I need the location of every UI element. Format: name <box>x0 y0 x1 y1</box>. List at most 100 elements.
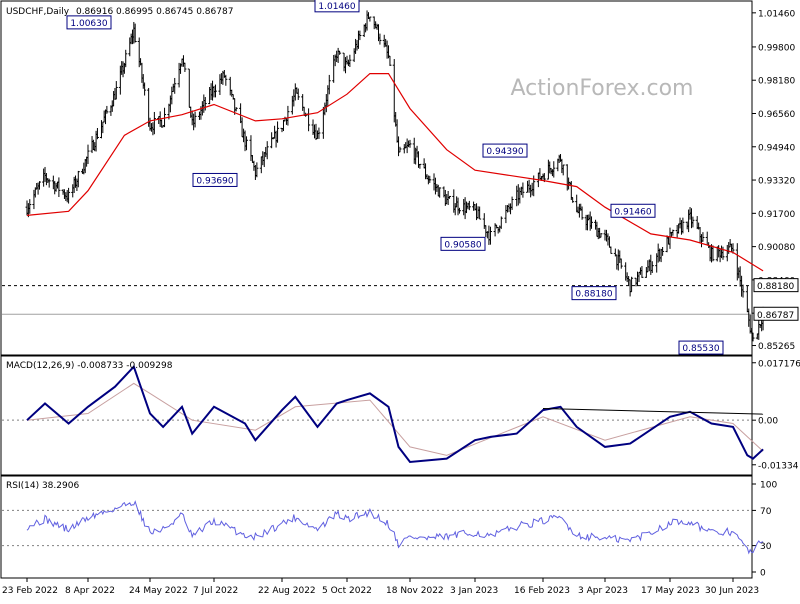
x-tick-label: 3 Apr 2023 <box>578 586 628 596</box>
rsi-tick-label: 0 <box>760 569 766 579</box>
x-tick-label: 5 Oct 2022 <box>322 586 372 596</box>
ohlc-bar <box>580 206 584 220</box>
price-annotation-label: 1.00630 <box>70 19 107 29</box>
ohlc-bar <box>561 164 565 176</box>
ohlc-bar <box>37 181 41 190</box>
ohlc-bar <box>276 121 280 143</box>
watermark-text: ActionForex.com <box>511 76 694 101</box>
price-axis-group: 1.01460 0.99800 0.98180 0.96560 0.94940 0.933… <box>752 9 799 352</box>
rsi-tick-label: 70 <box>760 507 772 517</box>
ohlc-bar <box>488 226 492 245</box>
ohlc-bar <box>681 217 685 234</box>
ohlc-bar <box>224 74 228 86</box>
price-annotation-label: 0.88180 <box>575 290 612 300</box>
price-annotation-box <box>482 143 528 158</box>
ohlc-bar <box>630 276 634 293</box>
ohlc-bar <box>640 266 644 278</box>
macd-tick-label: 0.017176 <box>758 359 800 369</box>
ohlc-bar <box>133 23 137 43</box>
rsi-tick-label: 30 <box>760 542 772 552</box>
x-tick-label: 8 Apr 2022 <box>65 586 115 596</box>
ohlc-bar <box>47 178 51 188</box>
x-tick-label: 16 Feb 2023 <box>514 586 570 596</box>
rsi-group: 100 70 30 0 <box>2 481 777 579</box>
ohlc-bar <box>438 187 442 198</box>
ohlc-bar <box>183 62 187 72</box>
dashed-level-price-label-box <box>753 278 799 293</box>
ohlc-bar <box>521 182 525 198</box>
ohlc-bar <box>105 105 109 114</box>
ohlc-bar <box>457 207 461 214</box>
price-annotation: 0.91460 <box>610 203 656 218</box>
current-price-label: 0.86787 <box>753 306 799 321</box>
rsi-tick-label: 100 <box>760 481 777 491</box>
candles-group <box>25 10 765 342</box>
ohlc-bar <box>609 246 613 254</box>
ohlc-bar <box>499 216 503 229</box>
price-annotation-box <box>440 236 486 251</box>
annotations-group: 1.00630 1.01460 0.93690 0.94390 0.90580 0.914… <box>66 0 724 355</box>
price-annotation-label: 0.85530 <box>682 344 719 354</box>
ohlc-bar <box>358 30 362 41</box>
price-annotation: 1.00630 <box>66 15 112 30</box>
ohlc-bar <box>418 163 422 169</box>
ohlc-bar <box>671 229 675 236</box>
price-panel-frame <box>0 0 753 356</box>
symbol-label: USDCHF,Daily <box>6 7 70 17</box>
price-tick-label: 0.99800 <box>758 43 795 53</box>
ohlc-bar <box>408 139 412 148</box>
price-annotation: 0.88180 <box>571 286 617 301</box>
price-tick-label: 0.96560 <box>758 110 795 120</box>
ohlc-bar <box>317 127 321 139</box>
ohlc-bar <box>28 199 32 214</box>
price-annotation-label: 0.91460 <box>614 207 651 217</box>
price-tick-label: 0.90080 <box>758 243 795 253</box>
x-tick-label: 23 Feb 2022 <box>2 586 58 596</box>
ohlc-bar <box>124 49 128 68</box>
x-tick-label: 7 Jul 2022 <box>193 586 238 596</box>
macd-signal-line <box>26 382 764 456</box>
ohlc-bar <box>552 161 556 178</box>
price-annotation-label: 0.94390 <box>486 147 523 157</box>
ohlc-bar <box>448 195 452 199</box>
ohlc-bar <box>327 74 331 95</box>
price-tick-label: 0.93320 <box>758 177 795 187</box>
x-tick-label: 24 May 2022 <box>129 586 188 596</box>
ohlc-bar <box>114 81 118 100</box>
ohlc-bar <box>173 77 177 94</box>
price-annotation: 0.94390 <box>482 143 528 158</box>
price-annotation-label: 1.01460 <box>318 2 355 12</box>
ohlc-bar <box>152 111 156 135</box>
macd-trend-line <box>542 407 764 415</box>
ohlc-bar <box>143 82 147 96</box>
rsi-panel-frame <box>0 475 753 579</box>
price-annotation-box <box>66 15 112 30</box>
price-annotation-box <box>314 0 360 13</box>
price-panel-title: USDCHF,Daily 0.86916 0.86995 0.86745 0.8… <box>6 7 233 17</box>
price-annotation-box <box>571 286 617 301</box>
ohlc-bar <box>76 170 80 188</box>
price-annotation-label: 0.90580 <box>444 240 481 250</box>
ohlc-bar <box>751 332 755 342</box>
ohlc-bar <box>619 258 623 269</box>
ohlc-bar <box>255 162 259 178</box>
ohlc-bar <box>691 216 695 228</box>
ohlc-bar <box>478 206 482 220</box>
ohlc-bar <box>213 84 217 98</box>
price-tick-label: 1.01460 <box>758 9 795 19</box>
dashed-level-price-label: 0.88180 <box>753 278 799 293</box>
ohlc-bar <box>163 107 167 128</box>
ohlc-bar <box>378 33 382 45</box>
ohlc-bar <box>661 246 665 256</box>
ohlc-bar <box>590 216 594 229</box>
ohlc-bar <box>203 97 207 111</box>
ohlc-bar <box>650 261 654 273</box>
x-tick-label: 22 Aug 2022 <box>258 586 316 596</box>
macd-panel-title: MACD(12,26,9) -0.008733 -0.009298 <box>6 361 173 371</box>
dashed-level-price-label-text: 0.88180 <box>757 282 794 292</box>
ohlc-bar <box>338 50 342 55</box>
price-annotation: 0.93690 <box>192 172 238 187</box>
price-annotation-box <box>610 203 656 218</box>
ohlc-bar <box>467 200 471 211</box>
